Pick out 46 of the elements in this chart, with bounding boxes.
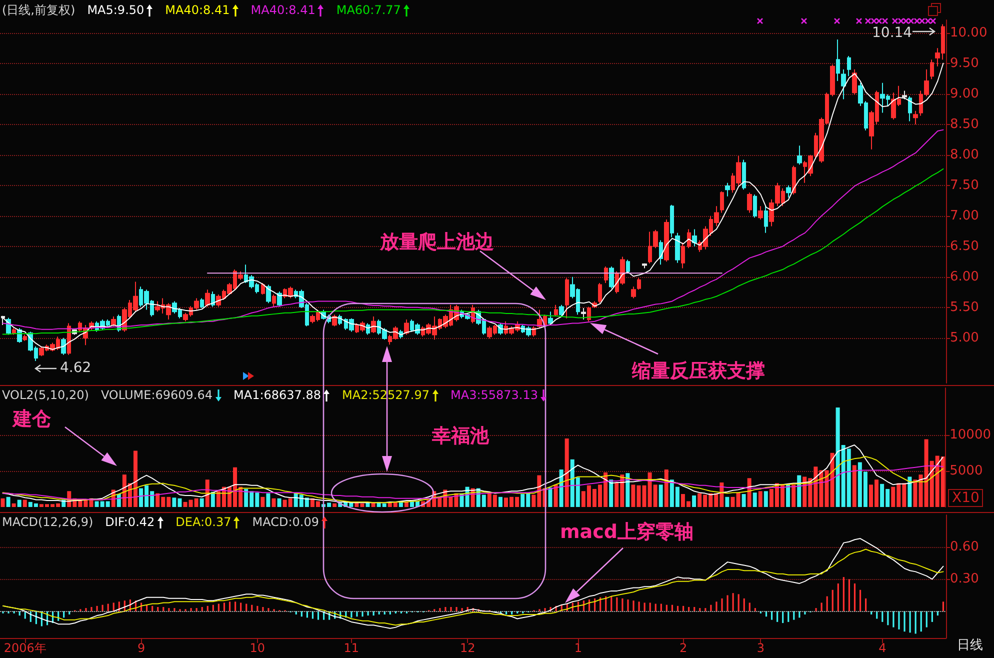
x-tick-label: 4: [878, 641, 886, 655]
annotation: 放量爬上池边: [380, 231, 494, 254]
legend-label: MA40:8.41: [250, 3, 316, 17]
annotation: 4.62: [60, 360, 92, 376]
annotation: 建仓: [13, 408, 51, 431]
x-tick-label: 9: [137, 641, 146, 655]
legend-label: MA3:55873.13: [450, 388, 538, 402]
y-tick-label: 0.30: [950, 572, 979, 587]
y-tick-label: 6.00: [950, 269, 979, 284]
y-tick-label: 6.50: [950, 238, 979, 254]
legend-label: MA5:9.50: [87, 3, 144, 17]
legend-label: DEA:0.37: [176, 515, 232, 529]
x-tick-label: 3: [756, 641, 765, 655]
text: 日线: [957, 638, 983, 654]
y-tick-label: 8.00: [950, 147, 979, 162]
y-tick-label: 7.50: [950, 178, 979, 193]
y-tick-label: 9.00: [950, 86, 979, 102]
legend-label: MA1:68637.88: [234, 388, 321, 402]
x-tick-label: 10: [250, 641, 266, 655]
x-tick-label: 12: [460, 641, 476, 655]
annotation: 10.14: [872, 25, 912, 42]
x-tick-label: 1: [574, 641, 582, 655]
y-tick-label: 5.00: [950, 330, 979, 346]
y-tick-label: 0.60: [950, 540, 979, 555]
legend-label: MA40:8.41: [165, 3, 230, 17]
legend-label: MACD:0.09: [252, 515, 319, 529]
y-tick-label: 5.50: [950, 300, 979, 315]
chart-title: (日线,前复权): [2, 3, 76, 17]
y-tick-label: 10000: [950, 427, 992, 442]
x-tick-label: 2: [679, 641, 688, 655]
annotation: 幸福池: [432, 425, 489, 448]
legend-label: DIF:0.42: [105, 515, 155, 529]
legend-label: VOLUME:69609.64: [100, 388, 212, 402]
y-tick-label: 10.00: [950, 25, 988, 40]
annotation: macd上穿零轴: [560, 521, 694, 544]
chart-title: MACD(12,26,9): [2, 515, 94, 529]
y-tick-label: 9.50: [950, 56, 979, 71]
y-tick-label: 7.00: [950, 208, 979, 224]
x-tick-label: 2006年: [4, 641, 46, 655]
y-tick-label: 8.50: [950, 116, 979, 132]
chart-title: VOL2(5,10,20): [2, 388, 89, 402]
x-tick-label: 11: [344, 641, 360, 655]
y-tick-label: 5000: [950, 463, 983, 478]
annotation: 缩量反压获支撑: [632, 360, 765, 383]
text: X10: [948, 489, 984, 508]
legend-label: MA60:7.77: [336, 3, 401, 17]
